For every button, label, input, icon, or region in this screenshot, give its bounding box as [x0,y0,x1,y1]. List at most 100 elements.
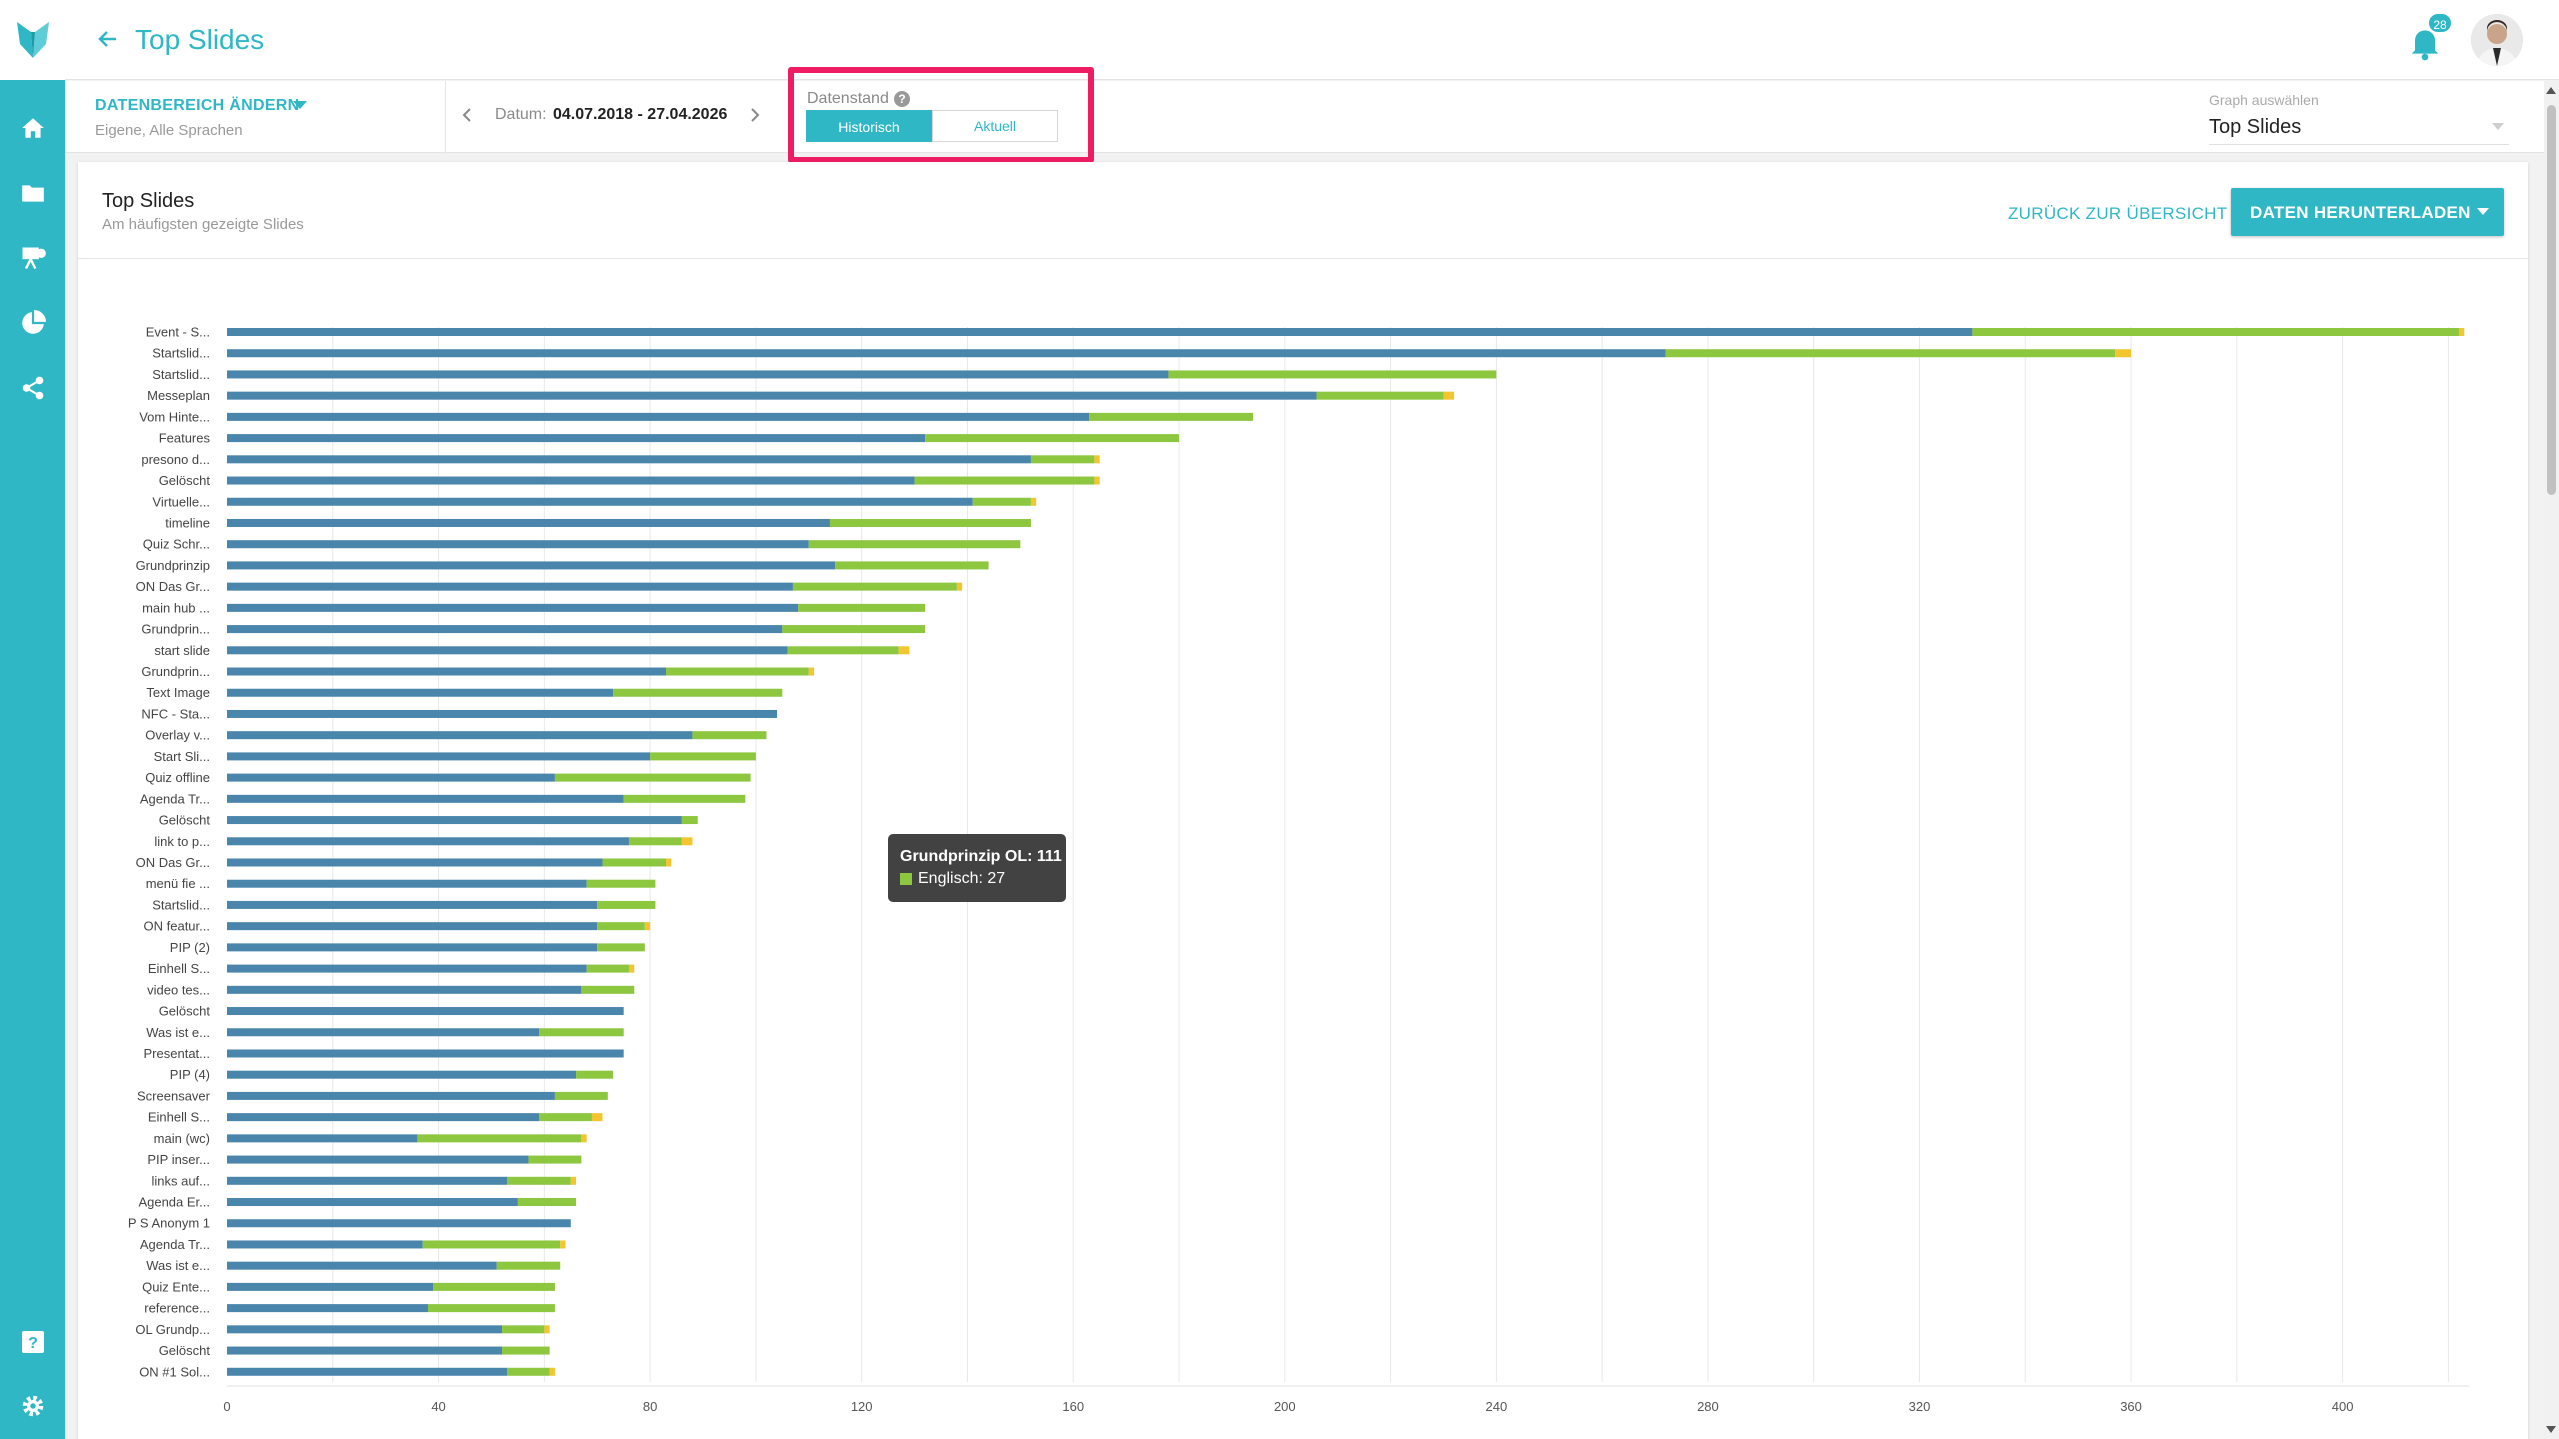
bar-segment[interactable] [1030,455,1095,464]
bar-segment[interactable] [644,922,651,931]
bar-segment[interactable] [1030,497,1037,506]
bar-segment[interactable] [808,540,1021,549]
bar-segment[interactable] [496,1261,561,1270]
bar-segment[interactable] [554,773,751,782]
bar-segment[interactable] [1665,349,2116,358]
bar-segment[interactable] [227,709,778,718]
bar-segment[interactable] [623,794,746,803]
bar-segment[interactable] [956,582,963,591]
bar-segment[interactable] [829,518,1031,527]
bar-segment[interactable] [227,1367,508,1376]
bar-segment[interactable] [227,1219,571,1228]
bar-segment[interactable] [227,561,836,570]
bar-segment[interactable] [782,625,926,634]
bar-segment[interactable] [227,370,1169,379]
bar-segment[interactable] [1094,455,1100,464]
bar-segment[interactable] [227,603,799,612]
bar-segment[interactable] [628,837,682,846]
bar-segment[interactable] [1094,476,1100,485]
bar-segment[interactable] [227,1028,540,1037]
bar-segment[interactable] [1443,391,1455,400]
bar-segment[interactable] [665,858,672,867]
bar-segment[interactable] [227,1113,540,1122]
bar-segment[interactable] [227,922,598,931]
bar-segment[interactable] [227,879,587,888]
bar-segment[interactable] [560,1240,566,1249]
chevron-down-icon[interactable] [293,101,307,109]
bar-segment[interactable] [539,1113,592,1122]
bar-segment[interactable] [792,582,957,591]
bar-segment[interactable] [227,328,1973,336]
bar-segment[interactable] [227,731,693,740]
bar-segment[interactable] [227,1070,577,1079]
bar-segment[interactable] [650,752,756,761]
sidebar-item-share[interactable] [0,363,65,413]
notifications-button[interactable] [2405,22,2445,62]
bar-segment[interactable] [554,1091,608,1100]
bar-segment[interactable] [227,1325,503,1334]
sidebar-item-files[interactable] [0,168,65,218]
bar-segment[interactable] [227,794,624,803]
bar-segment[interactable] [914,476,1095,485]
bar-segment[interactable] [665,667,809,676]
bar-segment[interactable] [227,1155,529,1164]
bar-segment[interactable] [517,1198,577,1207]
bar-segment[interactable] [422,1240,561,1249]
bar-segment[interactable] [628,964,635,973]
bar-segment[interactable] [227,837,629,846]
bar-segment[interactable] [227,985,582,994]
scroll-down-icon[interactable] [2546,1426,2556,1433]
bar-segment[interactable] [2458,328,2465,336]
bar-segment[interactable] [581,985,635,994]
bar-segment[interactable] [1168,370,1497,379]
back-button[interactable] [91,22,125,56]
bar-segment[interactable] [1316,391,1444,400]
bar-segment[interactable] [586,964,629,973]
bar-segment[interactable] [227,1346,503,1355]
logo[interactable] [0,0,65,80]
help-circle-icon[interactable]: ? [894,91,910,107]
bar-segment[interactable] [227,1049,624,1058]
bar-segment[interactable] [227,434,926,443]
bar-segment[interactable] [602,858,666,867]
bar-segment[interactable] [835,561,989,570]
bar-segment[interactable] [528,1155,582,1164]
bar-segment[interactable] [787,646,899,655]
bar-segment[interactable] [227,625,783,634]
bar-segment[interactable] [227,391,1317,400]
bar-segment[interactable] [227,858,603,867]
bar-segment[interactable] [597,900,656,909]
bar-segment[interactable] [227,1261,497,1270]
bar-segment[interactable] [433,1282,555,1291]
bar-segment[interactable] [808,667,815,676]
bar-segment[interactable] [227,1176,508,1185]
date-next-button[interactable] [745,103,765,127]
bar-segment[interactable] [972,497,1031,506]
bar-segment[interactable] [544,1325,550,1334]
scroll-thumb[interactable] [2547,105,2556,495]
bar-segment[interactable] [586,879,656,888]
bar-segment[interactable] [227,1304,428,1313]
bar-segment[interactable] [427,1304,555,1313]
bar-segment[interactable] [692,731,767,740]
bar-segment[interactable] [227,773,555,782]
bar-segment[interactable] [227,816,682,825]
bar-segment[interactable] [227,964,587,973]
bar-segment[interactable] [2115,349,2132,358]
bar-segment[interactable] [597,922,645,931]
sidebar-item-presentations[interactable] [0,233,65,283]
bar-segment[interactable] [597,943,645,952]
bar-segment[interactable] [502,1325,545,1334]
bar-segment[interactable] [227,900,598,909]
bar-segment[interactable] [549,1367,555,1376]
graph-select[interactable]: Top Slides [2209,116,2302,138]
bar-segment[interactable] [1089,412,1254,421]
bar-segment[interactable] [681,837,693,846]
bar-segment[interactable] [227,752,651,761]
bar-segment[interactable] [507,1367,550,1376]
bar-segment[interactable] [227,646,788,655]
bar-segment[interactable] [539,1028,624,1037]
bar-segment[interactable] [227,1198,518,1207]
bar-segment[interactable] [570,1176,577,1185]
bar-segment[interactable] [591,1113,603,1122]
